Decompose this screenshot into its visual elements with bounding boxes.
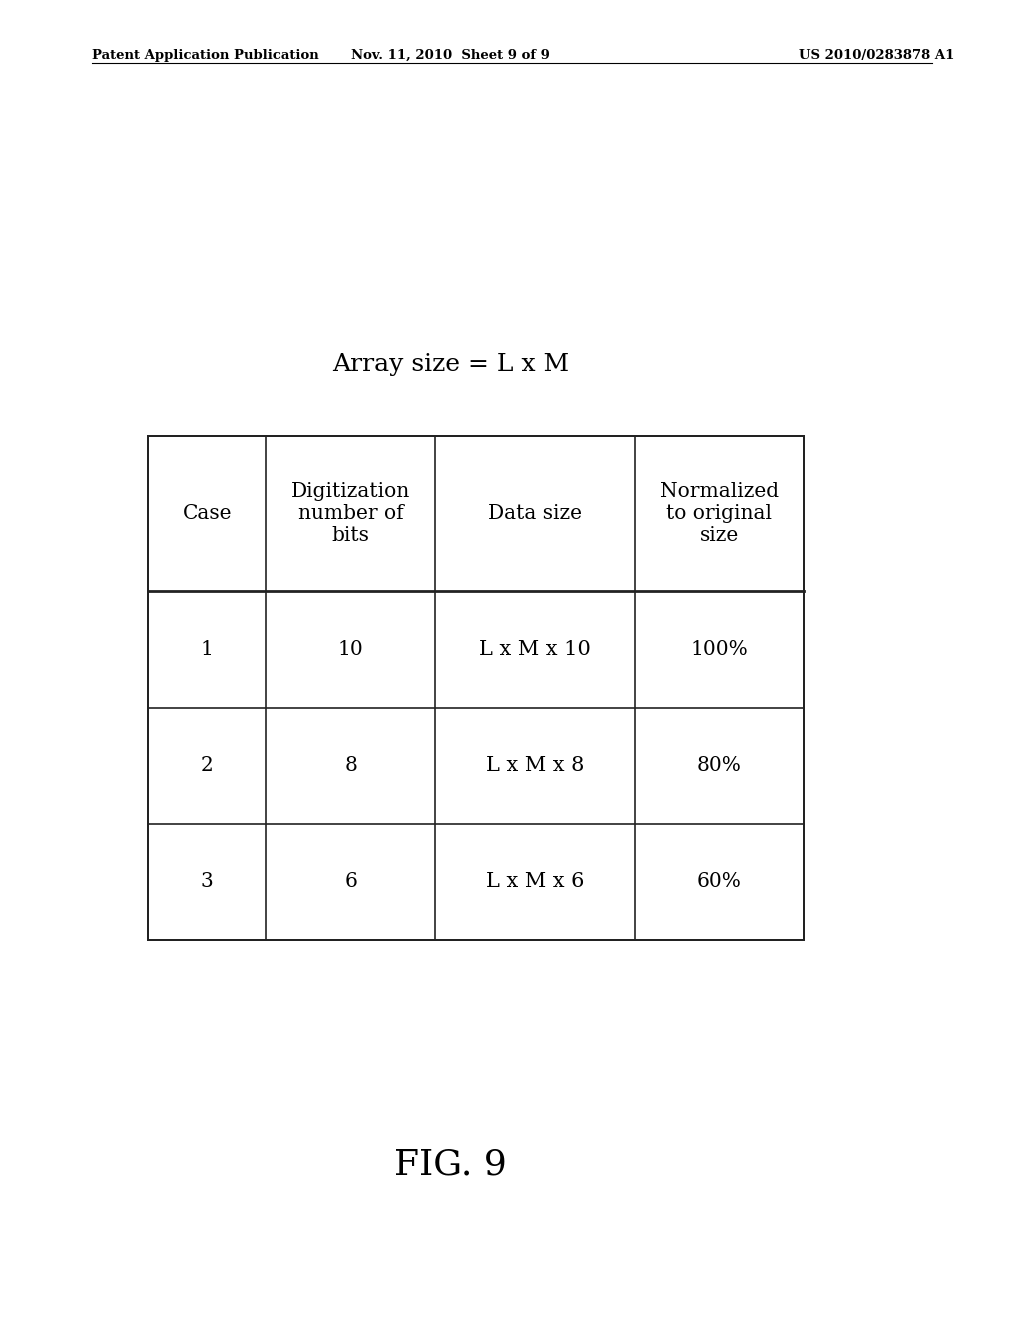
Text: 80%: 80% (697, 756, 741, 775)
Text: L x M x 10: L x M x 10 (479, 640, 591, 659)
Text: 8: 8 (344, 756, 357, 775)
Text: 10: 10 (338, 640, 364, 659)
Text: 1: 1 (201, 640, 214, 659)
Text: Normalized
to original
size: Normalized to original size (659, 482, 779, 545)
Text: L x M x 8: L x M x 8 (485, 756, 585, 775)
Text: Patent Application Publication: Patent Application Publication (92, 49, 318, 62)
Text: 3: 3 (201, 873, 214, 891)
Text: Digitization
number of
bits: Digitization number of bits (291, 482, 411, 545)
Text: Array size = L x M: Array size = L x M (332, 352, 569, 376)
Text: 100%: 100% (690, 640, 749, 659)
Bar (148, 436, 804, 940)
Text: 2: 2 (201, 756, 214, 775)
Text: Nov. 11, 2010  Sheet 9 of 9: Nov. 11, 2010 Sheet 9 of 9 (351, 49, 550, 62)
Text: FIG. 9: FIG. 9 (394, 1147, 507, 1181)
Text: Data size: Data size (488, 504, 582, 523)
Text: US 2010/0283878 A1: US 2010/0283878 A1 (799, 49, 954, 62)
Text: 6: 6 (344, 873, 357, 891)
Text: 60%: 60% (697, 873, 741, 891)
Text: Case: Case (182, 504, 232, 523)
Text: L x M x 6: L x M x 6 (485, 873, 585, 891)
